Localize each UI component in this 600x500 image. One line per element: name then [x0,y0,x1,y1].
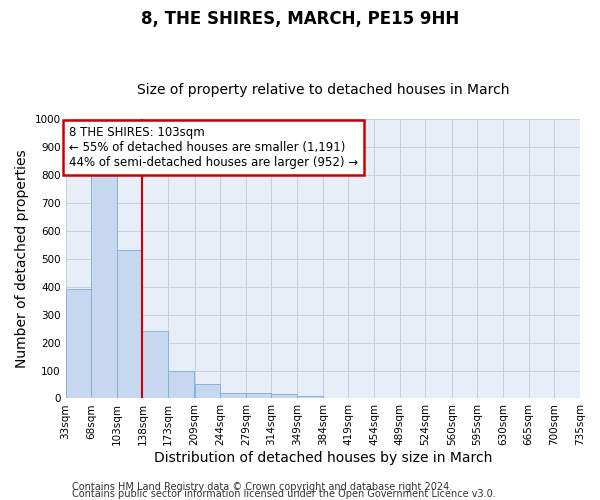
Bar [297,396,323,398]
Bar [117,250,142,398]
X-axis label: Distribution of detached houses by size in March: Distribution of detached houses by size … [154,451,492,465]
Bar [194,384,220,398]
Bar [168,372,194,398]
Text: Contains HM Land Registry data © Crown copyright and database right 2024.: Contains HM Land Registry data © Crown c… [72,482,452,492]
Bar [220,392,246,398]
Text: 8 THE SHIRES: 103sqm
← 55% of detached houses are smaller (1,191)
44% of semi-de: 8 THE SHIRES: 103sqm ← 55% of detached h… [69,126,358,169]
Bar [142,331,168,398]
Text: Contains public sector information licensed under the Open Government Licence v3: Contains public sector information licen… [72,489,496,499]
Bar [246,393,271,398]
Text: 8, THE SHIRES, MARCH, PE15 9HH: 8, THE SHIRES, MARCH, PE15 9HH [141,10,459,28]
Bar [271,394,297,398]
Bar [65,290,91,399]
Title: Size of property relative to detached houses in March: Size of property relative to detached ho… [137,83,509,97]
Bar [91,166,117,398]
Y-axis label: Number of detached properties: Number of detached properties [15,150,29,368]
